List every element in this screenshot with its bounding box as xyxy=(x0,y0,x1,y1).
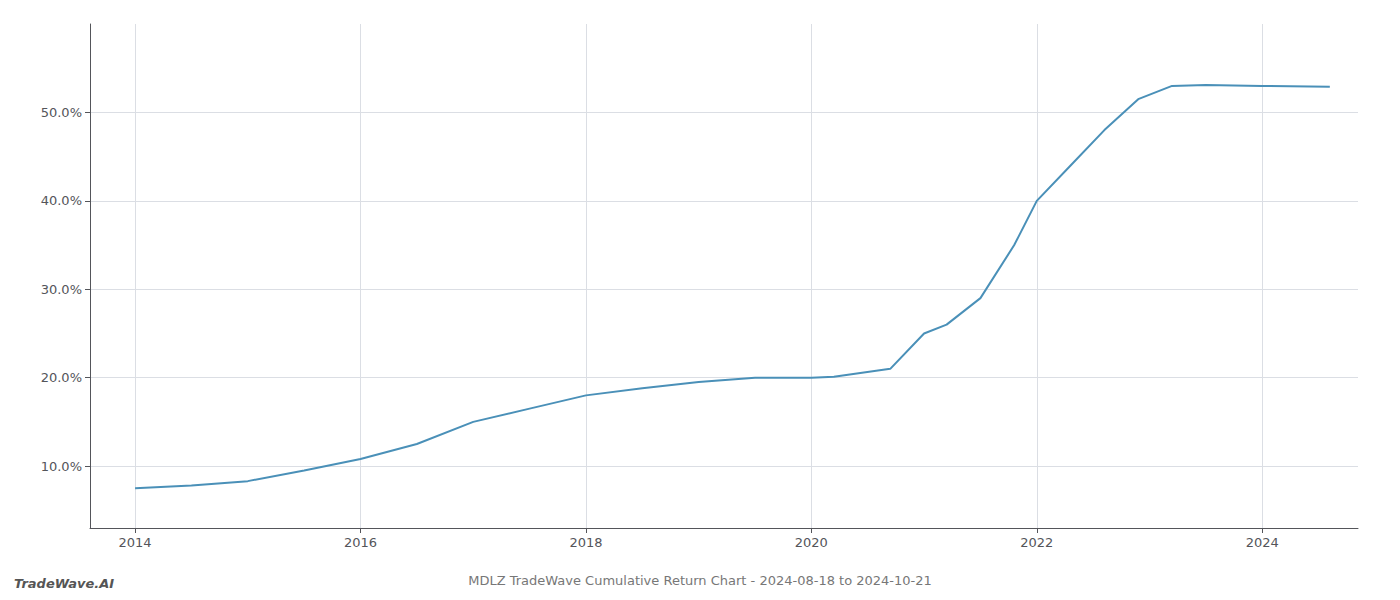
svg-text:20.0%: 20.0% xyxy=(41,370,82,385)
svg-text:2022: 2022 xyxy=(1020,535,1053,550)
svg-text:40.0%: 40.0% xyxy=(41,193,82,208)
svg-text:TradeWave.AI: TradeWave.AI xyxy=(14,576,114,591)
svg-text:2024: 2024 xyxy=(1246,535,1279,550)
svg-text:2016: 2016 xyxy=(344,535,377,550)
svg-text:10.0%: 10.0% xyxy=(41,459,82,474)
svg-text:MDLZ TradeWave Cumulative Retu: MDLZ TradeWave Cumulative Return Chart -… xyxy=(468,573,932,588)
svg-text:2018: 2018 xyxy=(569,535,602,550)
svg-text:2014: 2014 xyxy=(119,535,152,550)
svg-text:50.0%: 50.0% xyxy=(41,105,82,120)
svg-text:30.0%: 30.0% xyxy=(41,282,82,297)
svg-text:2020: 2020 xyxy=(795,535,828,550)
